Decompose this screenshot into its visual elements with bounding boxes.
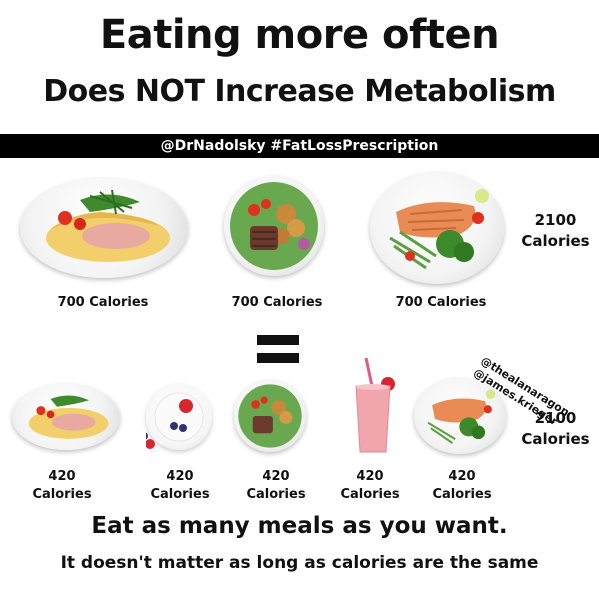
yogurt-bowl — [146, 384, 212, 450]
bowl-image — [230, 182, 318, 270]
footer-line-1: Eat as many meals as you want. — [91, 513, 508, 539]
omelette-image — [46, 189, 170, 262]
row1-calories-2: 700 Calories — [231, 295, 323, 310]
yogurt-image — [146, 392, 204, 449]
footer-line-2: It doesn't matter as long as calories ar… — [60, 553, 539, 573]
row2-calories-5: 420 Calories — [422, 468, 502, 504]
salmon-small-image — [427, 389, 496, 444]
salmon-plate-small — [414, 378, 506, 454]
row2-calories-1-unit: Calories — [32, 487, 92, 502]
omelette-plate-large — [20, 178, 188, 278]
row2-total-unit: Calories — [521, 430, 590, 448]
bowl-small-image — [238, 384, 302, 448]
bowl-plate-small — [234, 380, 306, 452]
row2-total-value: 2100 — [534, 409, 577, 427]
row2-calories-2-unit: Calories — [150, 487, 210, 502]
hashtag-banner: @DrNadolsky #FatLossPrescription — [0, 134, 599, 158]
title-line-1: Eating more often — [99, 12, 500, 58]
bowl-plate-large — [224, 176, 324, 276]
smoothie-glass — [355, 357, 395, 453]
salmon-plate-large — [370, 172, 504, 284]
row2-calories-2: 420 Calories — [140, 468, 220, 504]
row1-total-unit: Calories — [521, 232, 590, 250]
row1-calories-3: 700 Calories — [395, 295, 487, 310]
row1-total-value: 2100 — [534, 211, 577, 229]
row2-total: 2100 Calories — [512, 408, 599, 450]
row2-calories-5-value: 420 — [448, 469, 476, 484]
row2-calories-1-value: 420 — [48, 469, 76, 484]
row2-calories-3: 420 Calories — [236, 468, 316, 504]
row2-calories-3-unit: Calories — [246, 487, 306, 502]
row2-calories-3-value: 420 — [262, 469, 290, 484]
equals-sign-icon — [257, 335, 299, 363]
salmon-image — [389, 189, 489, 270]
row2-calories-2-value: 420 — [166, 469, 194, 484]
row2-calories-5-unit: Calories — [432, 487, 492, 502]
omelette-plate-small — [12, 384, 120, 450]
title-line-2: Does NOT Increase Metabolism — [43, 74, 556, 109]
row2-calories-4: 420 Calories — [330, 468, 410, 504]
row2-calories-4-unit: Calories — [340, 487, 400, 502]
row2-calories-4-value: 420 — [356, 469, 384, 484]
row1-calories-1: 700 Calories — [57, 295, 149, 310]
row1-total: 2100 Calories — [512, 210, 599, 252]
row2-calories-1: 420 Calories — [22, 468, 102, 504]
omelette-small-image — [28, 395, 109, 439]
